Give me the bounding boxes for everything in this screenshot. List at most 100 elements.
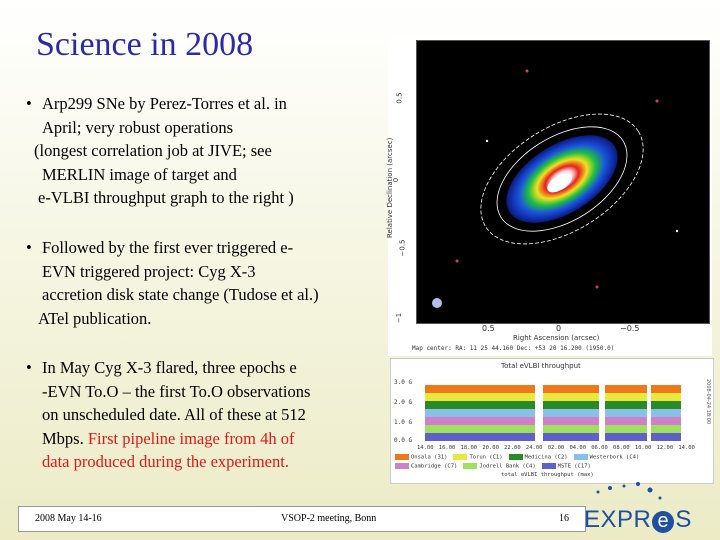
legend-swatch	[453, 454, 468, 461]
bullet-line: EVN triggered project: Cyg X-3	[42, 261, 256, 281]
legend-row: Cambridge (C7) Jodrell Bank (C4) MSTE (C…	[395, 462, 709, 471]
legend-label: MSTE (C17)	[557, 463, 591, 470]
bullet-cygx3-flare: • In May Cyg X-3 flared, three epochs e …	[26, 356, 378, 474]
y-tick-label: 2.0 G	[394, 399, 413, 406]
throughput-band	[543, 385, 599, 393]
throughput-band	[651, 401, 681, 409]
radio-map-image	[416, 40, 710, 324]
legend-label: Onsala (31)	[411, 454, 448, 461]
slide-title: Science in 2008	[36, 26, 254, 63]
x-tick-label: 12.00	[656, 445, 674, 451]
legend-swatch	[508, 454, 523, 461]
legend-item: Jodrell Bank (C4)	[463, 463, 536, 470]
throughput-band	[425, 433, 535, 441]
legend-label: Torun (C1)	[469, 454, 503, 461]
x-tick-label: 04.00	[569, 445, 587, 451]
slide-footer: 2008 May 14-16 VSOP-2 meeting, Bonn 16	[18, 506, 586, 532]
y-tick-label: 1.0 G	[394, 419, 413, 426]
legend-swatch	[541, 463, 556, 470]
throughput-band	[605, 433, 647, 441]
expres-logo: EXPR e S	[580, 478, 714, 536]
throughput-band	[605, 409, 647, 417]
bullet-line: ATel publication.	[38, 308, 152, 328]
throughput-stack-area	[425, 385, 681, 441]
bullet-line: -EVN To.O – the first To.O observations	[42, 381, 311, 401]
x-tick-label: 02.00	[547, 445, 565, 451]
legend-swatch	[463, 463, 478, 470]
y-tick-label: 0.0 G	[394, 437, 413, 444]
legend-label: Medicina (C2)	[524, 454, 568, 461]
legend-swatch	[395, 454, 409, 461]
bullet-text: Mbps.	[42, 428, 84, 448]
legend-item: Medicina (C2)	[508, 454, 568, 461]
bullet-line: e-VLBI throughput graph to the right )	[38, 188, 294, 208]
throughput-band	[605, 401, 647, 409]
x-tick-label: 0	[556, 324, 562, 333]
throughput-band	[605, 425, 647, 433]
highlight-text: data produced during the experiment.	[42, 452, 289, 472]
throughput-band	[425, 401, 535, 409]
throughput-band	[425, 417, 535, 425]
legend-item: MSTE (C17)	[541, 463, 591, 470]
throughput-side-label: 2008-04-24 18:00	[705, 379, 711, 425]
throughput-band	[543, 409, 599, 417]
bullet-line: April; very robust operations	[42, 117, 234, 137]
y-tick-label: 0.5	[395, 92, 404, 104]
legend-item: Westerbork (C4)	[573, 454, 640, 461]
logo-e-glyph: e	[652, 511, 675, 533]
x-tick-label: 20.00	[482, 445, 499, 451]
evlbi-throughput-graph: Total eVLBI throughput 3.0 G 2.0 G 1.0 G…	[390, 358, 714, 484]
footer-date: 2008 May 14-16	[35, 513, 102, 524]
logo-stars-icon	[596, 482, 662, 500]
highlight-text: First pipeline image from 4h of	[87, 428, 295, 448]
footer-page-number: 16	[559, 513, 569, 524]
x-tick-label: 10.00	[634, 445, 652, 451]
bullet-line: Arp299 SNe by Perez-Torres et al. in	[42, 94, 287, 113]
y-tick-label: −0.5	[398, 239, 407, 257]
x-tick-label: 14.00	[678, 445, 695, 451]
bullet-triggered-evn: • Followed by the first ever triggered e…	[26, 236, 378, 330]
legend-item: Onsala (31)	[395, 454, 447, 461]
throughput-band	[543, 393, 599, 401]
legend-swatch	[573, 454, 588, 461]
y-tick-label: −1	[395, 312, 404, 324]
throughput-band	[651, 409, 681, 417]
throughput-band	[543, 425, 599, 433]
throughput-band	[651, 385, 681, 393]
throughput-footer: total eVLBI throughput (max)	[501, 472, 594, 478]
legend-item: Cambridge (C7)	[395, 463, 457, 470]
x-tick-labels: 14.00 16.00 18.00 20.00 22.00 24.00 02.00 04.00…	[417, 445, 695, 451]
bullet-arp299: • Arp299 SNe by Perez-Torres et al. in A…	[26, 92, 378, 210]
bullet-line: MERLIN image of target and	[42, 164, 237, 184]
throughput-band	[605, 385, 647, 393]
radio-source-rendering	[432, 69, 679, 308]
throughput-band	[651, 417, 681, 425]
throughput-band	[605, 393, 647, 401]
logo-text: S	[675, 506, 692, 533]
throughput-band	[605, 417, 647, 425]
legend-label: Jodrell Bank (C4)	[479, 463, 536, 470]
throughput-band	[543, 401, 599, 409]
logo-text: EXPR	[584, 506, 652, 533]
map-center-text: Map center: RA: 11 25 44.160 Dec: +53 20…	[412, 345, 615, 352]
bullet-glyph: •	[26, 358, 32, 377]
bullet-line-mixed: Mbps. First pipeline image from 4h of	[26, 427, 378, 451]
x-tick-label: 14.00	[417, 445, 434, 451]
legend-label: Westerbork (C4)	[589, 454, 640, 461]
throughput-band	[425, 425, 535, 433]
y-tick-label: 3.0 G	[394, 379, 413, 386]
merlin-radio-map: 0.5 0 −0.5 −1 Relative Declination (arcs…	[386, 38, 712, 356]
throughput-title: Total eVLBI throughput	[501, 362, 581, 370]
x-tick-label: −0.5	[620, 324, 640, 333]
x-tick-label: 24.00	[525, 445, 543, 451]
bullet-line: (longest correlation job at JIVE; see	[34, 141, 272, 161]
x-tick-label: 06.00	[591, 445, 608, 451]
throughput-band	[425, 409, 535, 417]
throughput-band	[651, 433, 681, 441]
bullet-line: on unscheduled date. All of these at 512	[42, 405, 306, 425]
throughput-band	[651, 425, 681, 433]
station-legend: Onsala (31) Torun (C1) Medicina (C2) Wes…	[395, 453, 709, 471]
footer-meeting: VSOP-2 meeting, Bonn	[281, 513, 377, 524]
legend-label: Cambridge (C7)	[411, 463, 458, 470]
throughput-band	[651, 393, 681, 401]
